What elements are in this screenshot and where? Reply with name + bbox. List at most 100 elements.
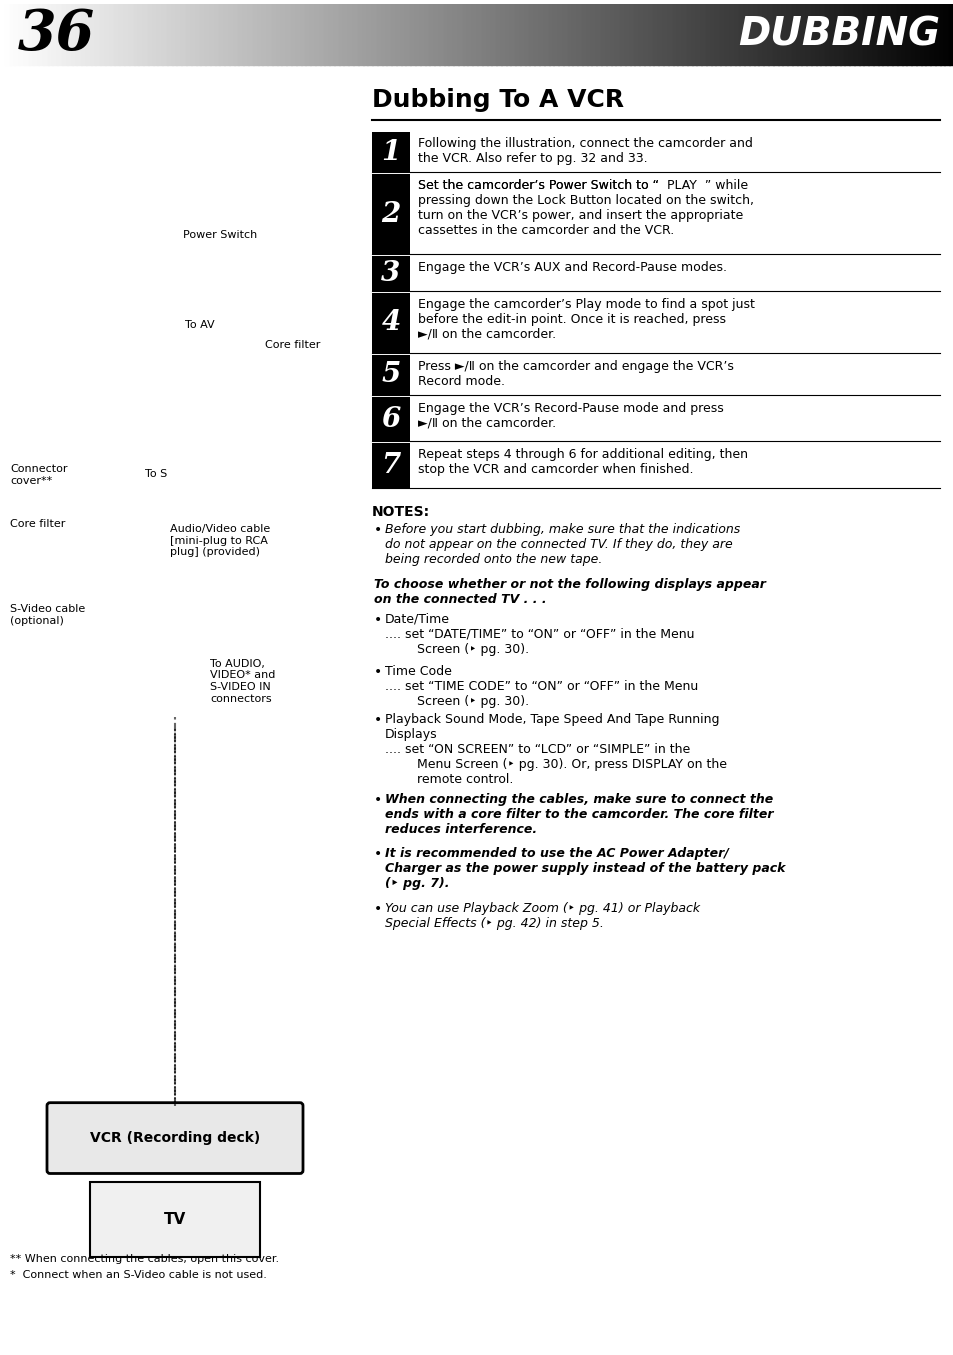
Bar [119, 4, 125, 65]
Bar [5, 4, 10, 65]
Bar [286, 4, 292, 65]
Bar [867, 4, 873, 65]
Bar [772, 4, 778, 65]
Bar [76, 4, 82, 65]
Bar [391, 4, 396, 65]
Bar [891, 4, 897, 65]
Bar [824, 4, 830, 65]
Bar [181, 4, 187, 65]
Bar [643, 4, 649, 65]
Bar [543, 4, 549, 65]
Bar [534, 4, 539, 65]
Text: •: • [374, 523, 382, 537]
Bar [214, 4, 220, 65]
Bar [372, 443, 410, 488]
Bar [81, 4, 87, 65]
Bar [48, 4, 53, 65]
Bar [405, 4, 411, 65]
Bar [195, 4, 201, 65]
Bar [796, 4, 801, 65]
Text: ** When connecting the cables, open this cover.: ** When connecting the cables, open this… [10, 1255, 279, 1264]
Bar [753, 4, 759, 65]
Text: 7: 7 [381, 453, 400, 480]
Bar [734, 4, 740, 65]
Bar [882, 4, 887, 65]
Bar [138, 4, 144, 65]
Bar [372, 256, 410, 291]
Bar [205, 4, 211, 65]
Bar [0, 4, 6, 65]
Text: •: • [374, 665, 382, 679]
Bar [448, 4, 454, 65]
Bar [486, 4, 492, 65]
Bar [52, 4, 58, 65]
Bar [253, 4, 258, 65]
Bar [62, 4, 68, 65]
Bar [162, 4, 168, 65]
Bar [443, 4, 449, 65]
Text: VCR (Recording deck): VCR (Recording deck) [90, 1131, 260, 1145]
Bar [548, 4, 554, 65]
Text: •: • [374, 713, 382, 726]
Bar [577, 4, 582, 65]
Bar [596, 4, 601, 65]
Bar [515, 4, 520, 65]
Bar [415, 4, 420, 65]
Text: DUBBING: DUBBING [738, 15, 939, 54]
Text: Power Switch: Power Switch [183, 230, 257, 240]
Bar [672, 4, 678, 65]
Bar [943, 4, 949, 65]
Bar [624, 4, 630, 65]
Bar [677, 4, 682, 65]
Bar [858, 4, 863, 65]
Bar [691, 4, 697, 65]
Bar [410, 4, 416, 65]
Bar [305, 4, 311, 65]
Bar [910, 4, 916, 65]
Bar [805, 4, 811, 65]
Text: Core filter: Core filter [10, 519, 66, 530]
Bar [329, 4, 335, 65]
Bar [848, 4, 854, 65]
Bar [472, 4, 477, 65]
Bar [905, 4, 911, 65]
Bar [662, 4, 668, 65]
Bar [572, 4, 578, 65]
Text: To S: To S [145, 469, 167, 480]
Bar [720, 4, 725, 65]
Bar [152, 4, 158, 65]
Bar [558, 4, 563, 65]
Bar [129, 4, 134, 65]
Bar [781, 4, 787, 65]
Text: •: • [374, 612, 382, 627]
Bar [71, 4, 77, 65]
Bar [372, 355, 410, 394]
Text: Repeat steps 4 through 6 for additional editing, then
stop the VCR and camcorder: Repeat steps 4 through 6 for additional … [417, 449, 747, 477]
Bar [658, 4, 663, 65]
Bar [133, 4, 139, 65]
Bar [38, 4, 44, 65]
Text: Engage the camcorder’s Play mode to find a spot just
before the edit-in point. O: Engage the camcorder’s Play mode to find… [417, 298, 754, 341]
Bar [233, 4, 239, 65]
Text: Engage the VCR’s Record-Pause mode and press
►/Ⅱ on the camcorder.: Engage the VCR’s Record-Pause mode and p… [417, 401, 723, 430]
Bar [272, 4, 277, 65]
Bar [639, 4, 644, 65]
Text: 36: 36 [18, 7, 95, 62]
Bar [896, 4, 902, 65]
Bar [24, 4, 30, 65]
Bar [476, 4, 482, 65]
Bar [496, 4, 501, 65]
Bar [505, 4, 511, 65]
Bar [615, 4, 620, 65]
Bar [314, 4, 320, 65]
Text: Press ►/Ⅱ on the camcorder and engage the VCR’s
Record mode.: Press ►/Ⅱ on the camcorder and engage th… [417, 359, 733, 388]
Bar [786, 4, 792, 65]
Bar [143, 4, 149, 65]
Bar [862, 4, 868, 65]
Bar [248, 4, 253, 65]
Bar [648, 4, 654, 65]
Bar [319, 4, 325, 65]
Bar [810, 4, 816, 65]
Text: Connector
cover**: Connector cover** [10, 465, 68, 486]
Bar [376, 4, 382, 65]
